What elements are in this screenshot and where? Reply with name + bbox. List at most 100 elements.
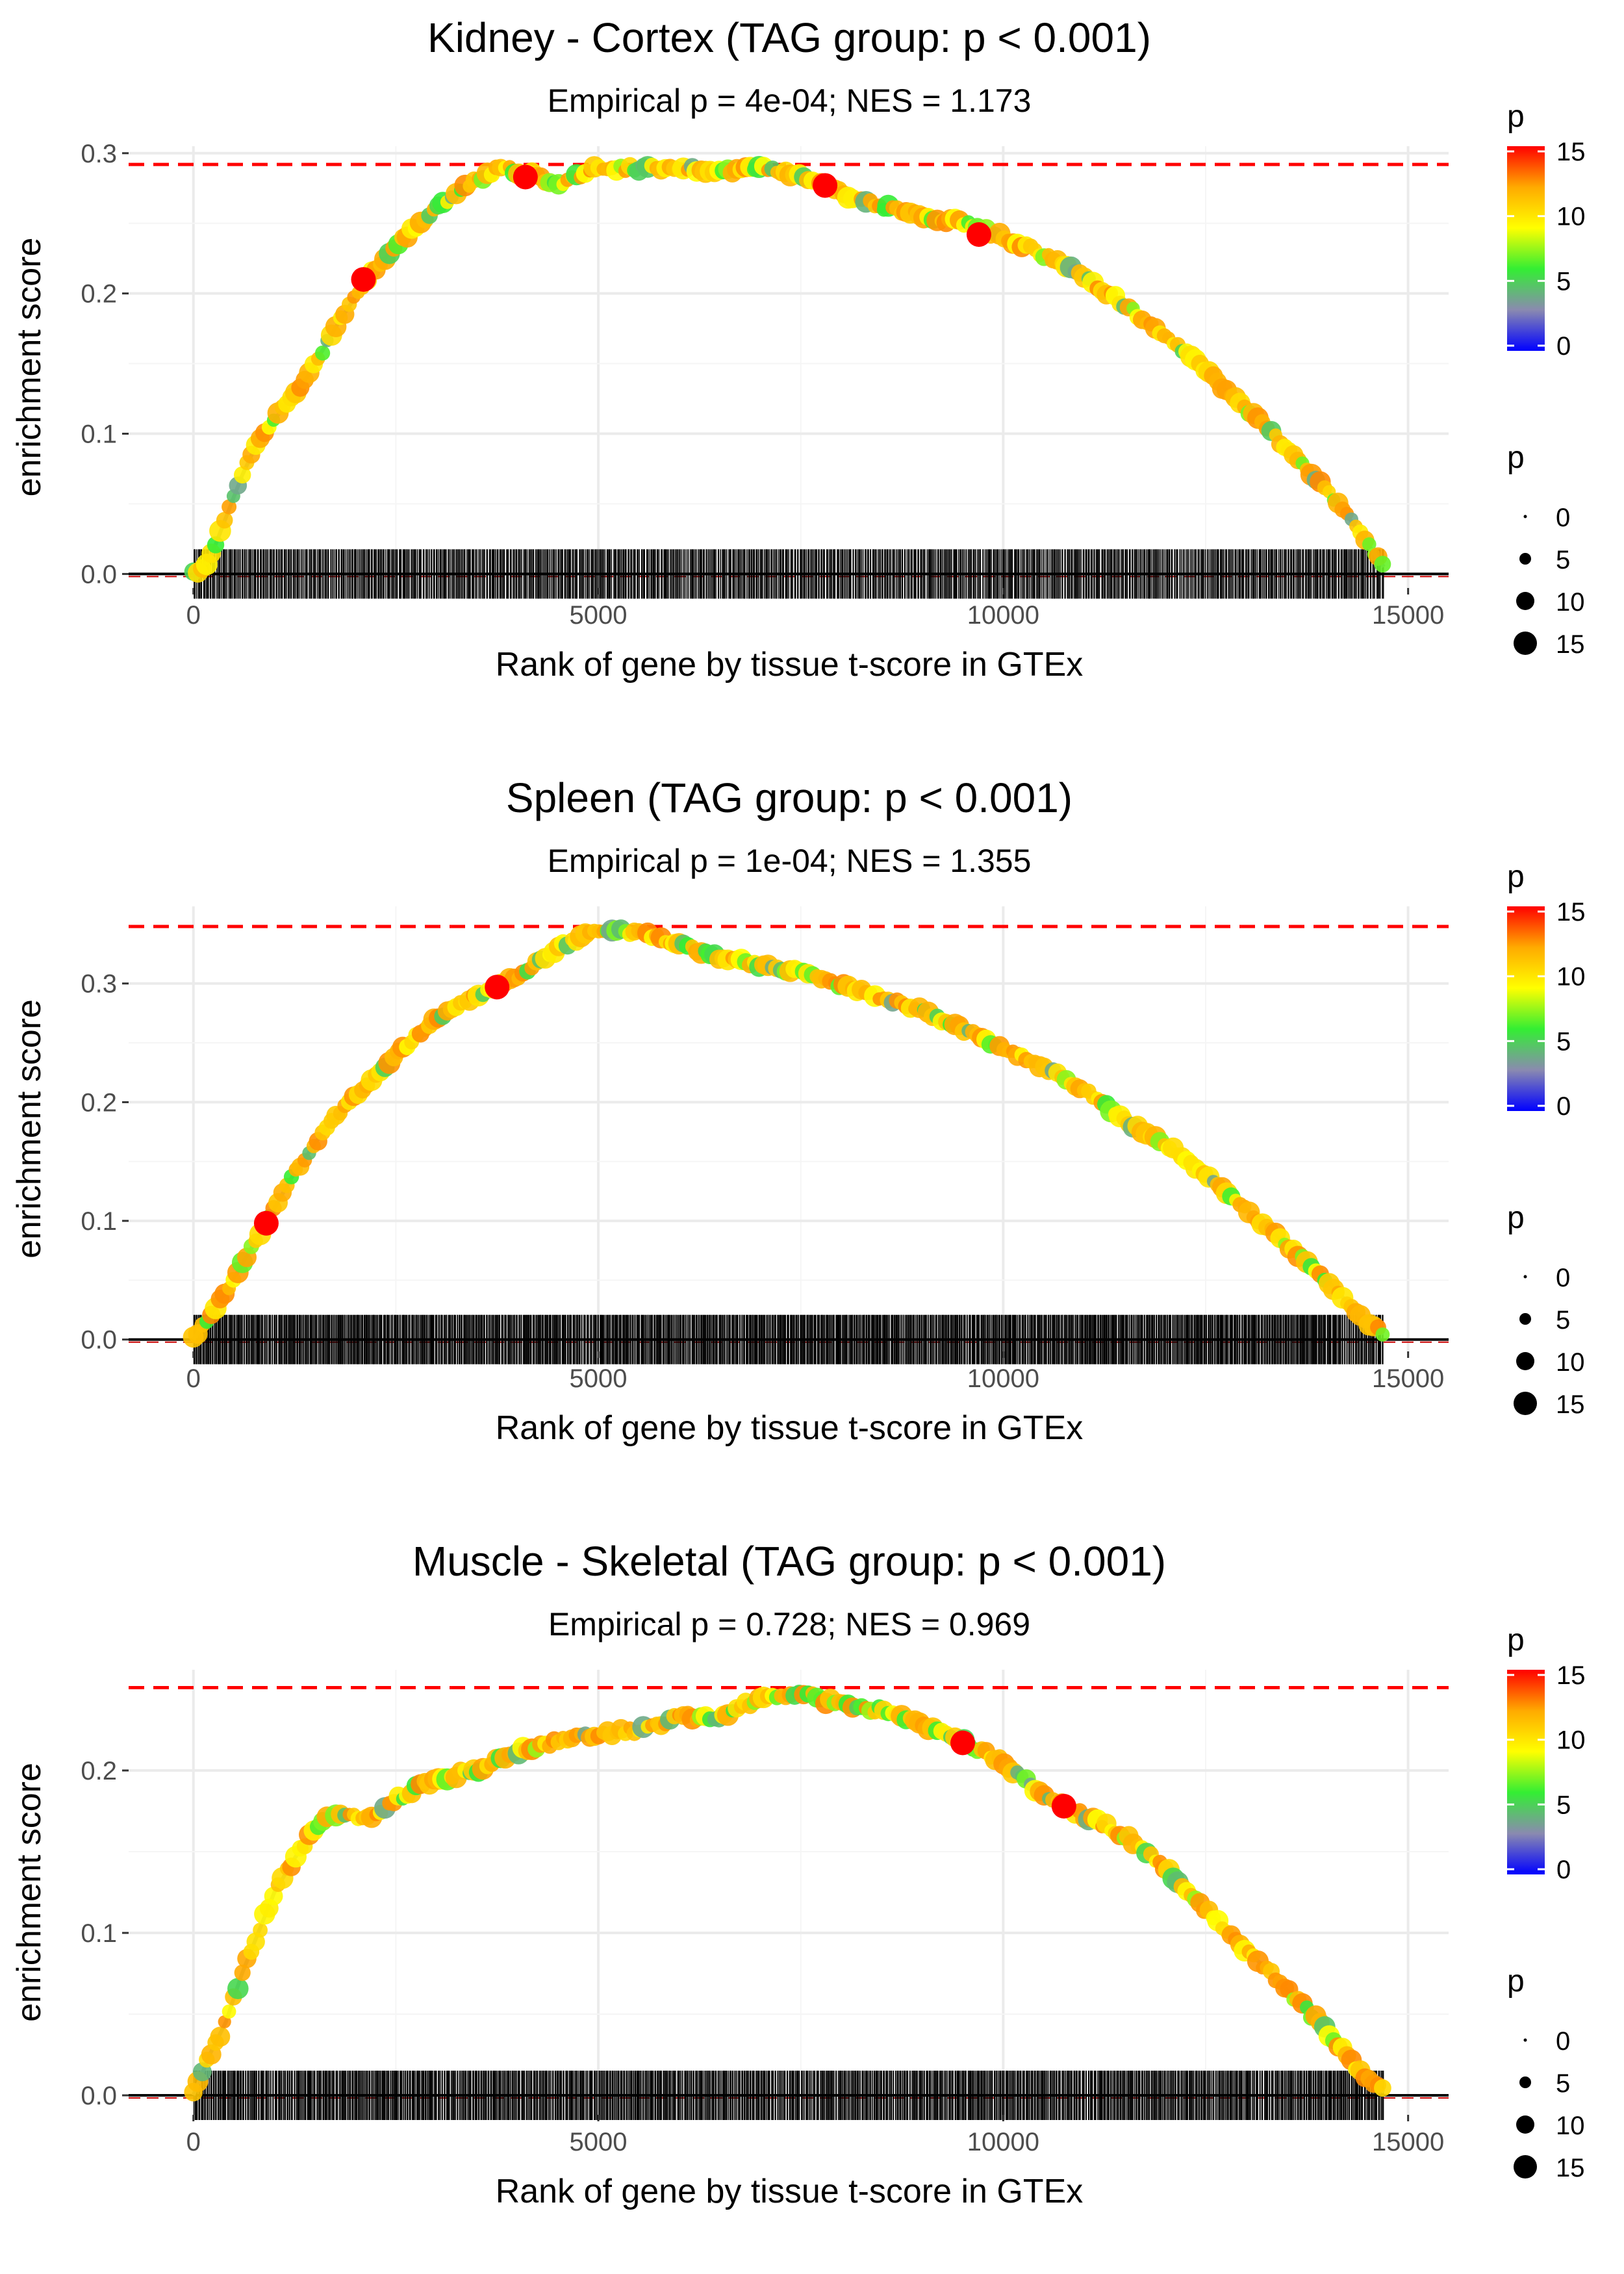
x-tick-label: 5000	[570, 2128, 628, 2156]
es-point	[1375, 1327, 1390, 1342]
x-tick-label: 0	[186, 2128, 201, 2156]
colorbar-tick-label: 0	[1556, 1092, 1571, 1121]
chart-subtitle: Empirical p = 4e-04; NES = 1.173	[548, 83, 1032, 119]
colorbar-tick-label: 0	[1556, 332, 1571, 361]
y-tick-label: 0.0	[81, 1326, 117, 1355]
x-tick-label: 5000	[570, 1364, 628, 1393]
size-legend-key	[1516, 1352, 1534, 1370]
x-tick-label: 0	[186, 1364, 201, 1393]
colorbar-tick-label: 10	[1556, 963, 1586, 991]
es-point-highlight	[513, 164, 538, 190]
y-axis-label: enrichment score	[10, 999, 48, 1258]
gene-rug	[193, 2071, 1384, 2120]
es-point	[234, 466, 251, 484]
axes: 0 5000 10000 15000 0.0 0.1 0.2 Rank of gene by …	[10, 1757, 1444, 2210]
es-point	[1374, 2079, 1391, 2097]
es-point	[222, 499, 237, 515]
es-point-highlight	[966, 222, 991, 247]
size-legend-key	[1523, 515, 1527, 518]
size-legend-label: 15	[1556, 1390, 1585, 1419]
es-point-highlight	[1051, 1794, 1076, 1819]
es-point-highlight	[351, 267, 376, 292]
y-tick-label: 0.2	[81, 280, 117, 309]
x-axis-label: Rank of gene by tissue t-score in GTEx	[496, 646, 1084, 683]
chart-subtitle: Empirical p = 0.728; NES = 0.969	[548, 1606, 1030, 1642]
x-axis-label: Rank of gene by tissue t-score in GTEx	[496, 1409, 1084, 1447]
colorbar-tick-label: 5	[1556, 267, 1571, 296]
es-points	[183, 919, 1390, 1348]
y-tick-label: 0.3	[81, 140, 117, 168]
colorbar-tick-label: 10	[1556, 1726, 1586, 1755]
y-tick-label: 0.2	[81, 1757, 117, 1785]
x-tick-label: 10000	[967, 601, 1039, 630]
es-point	[227, 1978, 249, 1999]
size-legend-label: 0	[1556, 504, 1570, 532]
es-point	[1362, 537, 1377, 552]
es-point-highlight	[950, 1730, 976, 1756]
size-legend-label: 15	[1556, 2154, 1585, 2182]
es-points	[184, 156, 1391, 583]
y-tick-label: 0.1	[81, 420, 117, 449]
size-legend-label: 5	[1556, 2069, 1570, 2098]
size-legend-key	[1514, 632, 1537, 655]
es-point	[218, 2015, 231, 2028]
size-legend-key	[1519, 2076, 1531, 2088]
x-tick-label: 15000	[1372, 601, 1444, 630]
es-point-highlight	[253, 1210, 279, 1236]
colorbar-tick-label: 15	[1556, 1661, 1586, 1690]
y-axis-label: enrichment score	[10, 238, 48, 497]
x-tick-label: 5000	[570, 601, 628, 630]
colorbar	[1507, 146, 1545, 351]
y-tick-label: 0.0	[81, 2082, 117, 2110]
colorbar	[1507, 906, 1545, 1111]
size-legend-label: 0	[1556, 1264, 1570, 1292]
colorbar-title: p	[1507, 99, 1525, 134]
colorbar-title: p	[1507, 1623, 1525, 1657]
size-legend-key	[1519, 1313, 1531, 1325]
gene-rug	[193, 1314, 1384, 1364]
gridlines	[129, 1670, 1449, 2115]
x-tick-label: 15000	[1372, 2128, 1444, 2156]
y-tick-label: 0.2	[81, 1088, 117, 1117]
size-legend-title: p	[1507, 1964, 1525, 1999]
size-legend-title: p	[1507, 1201, 1525, 1235]
y-tick-label: 0.3	[81, 970, 117, 999]
colorbar-title: p	[1507, 860, 1525, 894]
size-legend-label: 10	[1556, 588, 1585, 617]
legend: p 0 5 10 15 p 0 5 10 15	[1507, 860, 1586, 1419]
panel-3: Muscle - Skeletal (TAG group: p < 0.001)…	[10, 1538, 1586, 2210]
y-tick-label: 0.1	[81, 1207, 117, 1236]
x-tick-label: 10000	[967, 1364, 1039, 1393]
es-point	[222, 2004, 236, 2019]
chart-title: Spleen (TAG group: p < 0.001)	[506, 774, 1072, 821]
es-point	[253, 1923, 268, 1938]
colorbar-tick-label: 15	[1556, 138, 1586, 166]
size-legend-key	[1523, 2038, 1527, 2042]
colorbar-tick-label: 5	[1556, 1791, 1571, 1819]
es-point-highlight	[485, 975, 510, 1000]
gridlines	[129, 146, 1449, 588]
x-tick-label: 0	[186, 601, 201, 630]
colorbar-tick-label: 10	[1556, 203, 1586, 231]
es-point-highlight	[813, 173, 838, 198]
size-legend-label: 10	[1556, 1348, 1585, 1377]
panel-2: Spleen (TAG group: p < 0.001) Empirical p…	[10, 774, 1586, 1447]
es-point	[210, 2026, 231, 2047]
x-tick-label: 10000	[967, 2128, 1039, 2156]
colorbar-tick-label: 5	[1556, 1027, 1571, 1056]
size-legend-key	[1519, 553, 1531, 565]
legend: p 0 5 10 15 p 0 5 10 15	[1507, 99, 1586, 659]
es-point	[1374, 556, 1391, 573]
x-tick-label: 15000	[1372, 1364, 1444, 1393]
size-legend-key	[1514, 1392, 1537, 1415]
size-legend-key	[1516, 2115, 1534, 2134]
size-legend-label: 10	[1556, 2112, 1585, 2140]
size-legend-label: 5	[1556, 1306, 1570, 1335]
axes: 0 5000 10000 15000 0.0 0.1 0.2 0.3 Rank of gene …	[10, 970, 1444, 1447]
size-legend-key	[1516, 592, 1534, 610]
x-axis-label: Rank of gene by tissue t-score in GTEx	[496, 2173, 1084, 2210]
chart-title: Muscle - Skeletal (TAG group: p < 0.001)	[412, 1538, 1166, 1585]
es-point	[234, 1964, 251, 1981]
es-points	[184, 1684, 1391, 2102]
